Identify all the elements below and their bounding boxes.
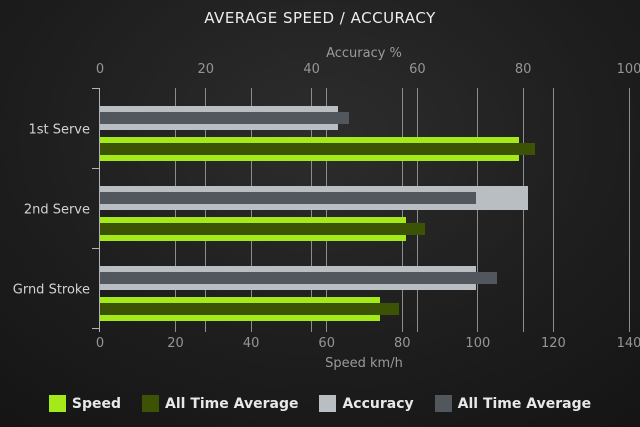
legend-label: All Time Average xyxy=(165,395,299,412)
legend: Speed All Time Average Accuracy All Time Av… xyxy=(0,395,640,412)
top-axis-tick-label: 60 xyxy=(409,62,426,77)
top-axis-tick-label: 0 xyxy=(95,62,105,77)
bar-accuracy-all-time xyxy=(100,112,349,124)
bottom-axis-tick-label: 40 xyxy=(242,336,260,351)
gridline xyxy=(552,88,554,332)
legend-item: All Time Average xyxy=(434,395,592,412)
legend-item: Speed xyxy=(48,395,122,412)
axis-tick xyxy=(92,327,100,329)
gridline xyxy=(205,88,207,332)
bottom-axis-tick-label: 100 xyxy=(465,336,491,351)
legend-label: Accuracy xyxy=(342,395,414,412)
bottom-axis-tick-label: 120 xyxy=(541,336,566,351)
gridline xyxy=(477,88,479,332)
axis-spine xyxy=(99,88,100,332)
legend-label: All Time Average xyxy=(457,395,592,412)
gridline xyxy=(522,88,524,332)
legend-item: All Time Average xyxy=(142,395,298,412)
gridline xyxy=(416,88,418,332)
legend-swatch xyxy=(434,395,452,412)
top-axis-tick-label: 80 xyxy=(514,62,532,77)
top-axis-tick-label: 20 xyxy=(197,62,215,77)
gridline xyxy=(628,88,630,332)
bottom-axis-tick-label: 140 xyxy=(616,336,640,351)
bar-speed-all-time xyxy=(100,143,535,155)
top-axis-tick-label: 100 xyxy=(616,62,640,77)
bottom-axis-tick-label: 60 xyxy=(318,336,335,351)
chart-title: AVERAGE SPEED / ACCURACY xyxy=(204,9,436,27)
axis-tick xyxy=(92,167,100,169)
legend-label: Speed xyxy=(71,395,122,412)
legend-swatch xyxy=(142,395,160,412)
gridline xyxy=(311,88,313,332)
gridline xyxy=(326,88,328,332)
legend-item: Accuracy xyxy=(319,395,414,412)
bottom-axis-tick-label: 20 xyxy=(167,336,184,351)
top-axis-tick-label: 40 xyxy=(303,62,320,77)
bottom-axis-tick-label: 80 xyxy=(394,336,411,351)
top-axis-title: Accuracy % xyxy=(326,46,402,61)
axis-tick xyxy=(92,87,100,89)
category-label: 2nd Serve xyxy=(23,202,90,218)
axis-tick xyxy=(92,247,100,249)
gridline xyxy=(250,88,252,332)
bottom-axis-title: Speed km/h xyxy=(325,356,403,371)
category-label: Grnd Stroke xyxy=(12,282,90,298)
gridline xyxy=(401,88,403,332)
gridline xyxy=(175,88,177,332)
bar-speed-all-time xyxy=(100,223,425,235)
bottom-axis-tick-label: 0 xyxy=(95,336,105,351)
legend-swatch xyxy=(48,395,66,412)
bar-accuracy-all-time xyxy=(100,272,497,284)
category-label: 1st Serve xyxy=(28,122,90,138)
legend-swatch xyxy=(319,395,337,412)
bar-speed-all-time xyxy=(100,303,399,315)
plot-area xyxy=(92,87,630,332)
bar-accuracy-all-time xyxy=(100,192,476,204)
